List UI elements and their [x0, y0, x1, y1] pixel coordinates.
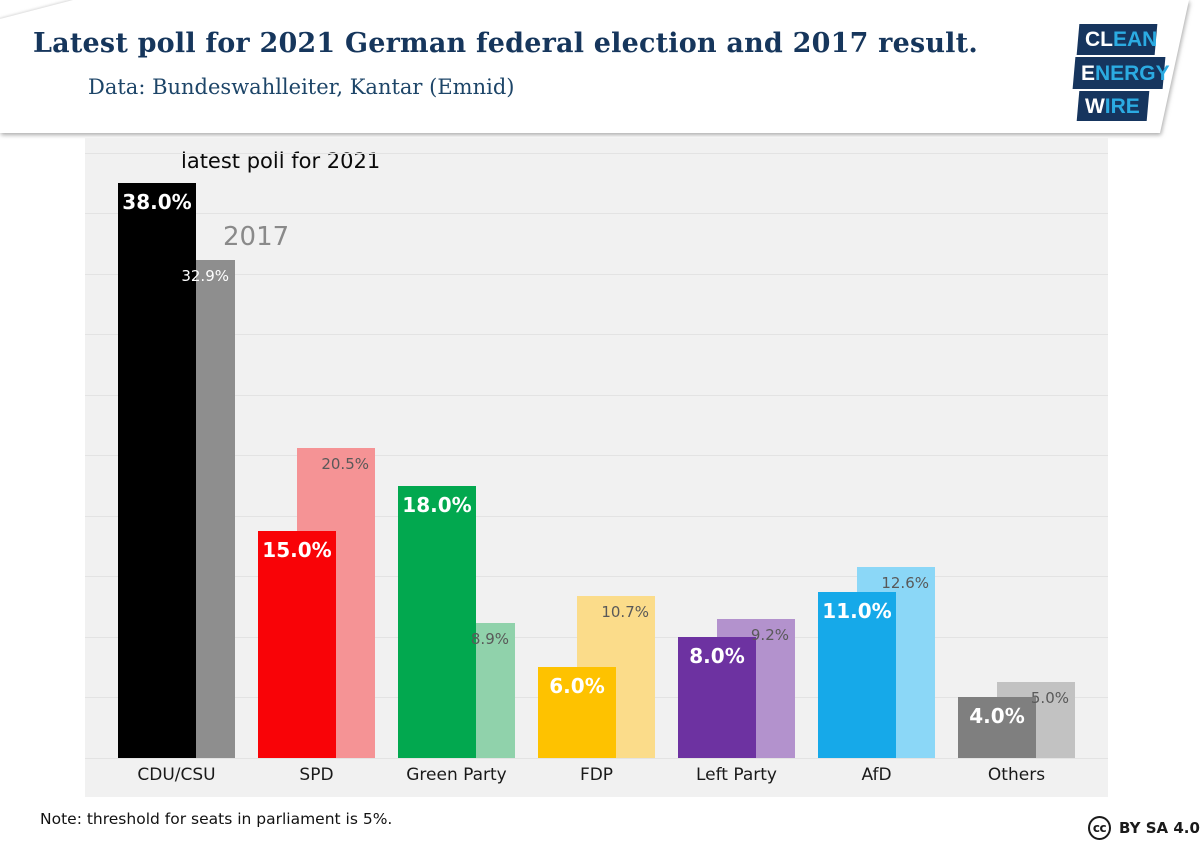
axis-label-cdu-csu: CDU/CSU [137, 765, 216, 785]
gridline-12pct [85, 576, 1108, 578]
value-label-2021-fdp: 6.0% [549, 674, 605, 699]
logo-text-clean: CLEAN [1085, 28, 1158, 51]
value-label-2021-spd: 15.0% [262, 537, 332, 562]
value-label-2017-others: 5.0% [1030, 689, 1069, 708]
gridline-32pct [85, 273, 1108, 275]
axis-label-others: Others [987, 765, 1046, 785]
value-label-2021-cdu-csu: 38.0% [122, 189, 192, 214]
gridline-36pct [85, 213, 1108, 215]
page-title: Latest poll for 2021 German federal elec… [33, 28, 978, 59]
axis-label-spd: SPD [299, 765, 334, 785]
footnote: Note: threshold for seats in parliament … [40, 810, 393, 828]
value-label-2021-green-party: 18.0% [402, 492, 472, 517]
logo-text-wire: WIRE [1085, 94, 1140, 118]
gridline-24pct [85, 394, 1108, 396]
value-label-2017-fdp: 10.7% [601, 603, 649, 622]
value-label-2017-cdu-csu: 32.9% [181, 267, 229, 286]
annotation-2017: 2017 [223, 222, 290, 252]
gridline-20pct [85, 455, 1108, 457]
logo-row-energy: ENERGY [1072, 57, 1170, 89]
value-label-2017-left-party: 9.2% [750, 625, 789, 644]
axis-label-left-party: Left Party [695, 765, 777, 785]
logo-row-clean: CLEAN [1076, 24, 1158, 55]
gridline-28pct [85, 334, 1108, 336]
value-label-2017-spd: 20.5% [321, 454, 369, 473]
bar-2021-cdu-csu [118, 182, 196, 758]
bar-2021-green-party [398, 485, 476, 758]
bar-2021-spd [258, 530, 336, 758]
axis-label-afd: AfD [861, 765, 892, 785]
bar-2021-others [958, 697, 1036, 758]
gridline-0pct [85, 758, 1108, 759]
license-text: BY SA 4.0 [1119, 819, 1200, 837]
value-label-2017-green-party: 8.9% [470, 630, 509, 649]
bar-2021-left-party [678, 636, 756, 758]
license-badge: cc BY SA 4.0 [1088, 816, 1200, 840]
header-card: Latest poll for 2021 German federal elec… [0, 0, 1200, 140]
value-label-2021-others: 4.0% [969, 704, 1025, 729]
bar-2021-fdp [538, 667, 616, 758]
logo-row-wire: WIRE [1076, 91, 1150, 121]
value-label-2017-afd: 12.6% [881, 574, 929, 593]
logo-text-energy: ENERGY [1081, 61, 1170, 85]
gridline-40pct [85, 152, 1108, 154]
bar-2021-afd [818, 591, 896, 758]
cc-icon: cc [1088, 816, 1111, 840]
axis-label-fdp: FDP [579, 765, 614, 785]
header-card-surface: Latest poll for 2021 German federal elec… [0, 0, 1189, 133]
value-label-2021-left-party: 8.0% [689, 643, 745, 668]
gridline-16pct [85, 515, 1108, 517]
axis-label-green-party: Green Party [406, 765, 507, 785]
chart-plot-area: latest poll for 2021 2017 32.9% 38.0% CDU/… [85, 138, 1108, 797]
clean-energy-wire-logo: CLEAN ENERGY WIRE [1070, 24, 1170, 121]
data-source-subtitle: Data: Bundeswahlleiter, Kantar (Emnid) [88, 75, 515, 99]
value-label-2021-afd: 11.0% [822, 598, 892, 623]
